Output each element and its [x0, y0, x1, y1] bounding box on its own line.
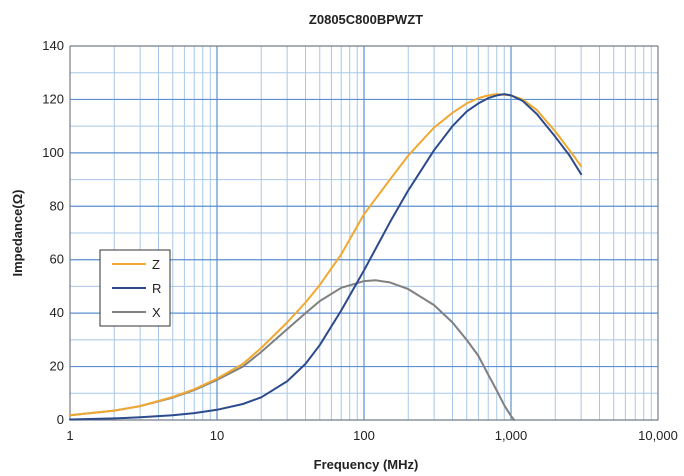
- x-tick-label: 1: [66, 428, 73, 443]
- y-tick-label: 140: [42, 38, 64, 53]
- x-tick-label: 10: [210, 428, 224, 443]
- legend-label-x: X: [152, 305, 161, 320]
- y-tick-label: 80: [50, 198, 64, 213]
- y-tick-label: 20: [50, 359, 64, 374]
- y-tick-label: 40: [50, 305, 64, 320]
- legend: ZRX: [100, 250, 170, 326]
- y-tick-label: 0: [57, 412, 64, 427]
- x-tick-label: 100: [353, 428, 375, 443]
- y-axis-title: Impedance(Ω): [10, 190, 25, 277]
- chart-title: Z0805C800BPWZT: [309, 12, 423, 27]
- x-axis-title: Frequency (MHz): [314, 457, 419, 472]
- x-tick-label: 10,000: [638, 428, 678, 443]
- legend-label-z: Z: [152, 257, 160, 272]
- y-tick-label: 120: [42, 91, 64, 106]
- y-tick-label: 100: [42, 145, 64, 160]
- y-tick-label: 60: [50, 252, 64, 267]
- legend-label-r: R: [152, 281, 161, 296]
- x-tick-label: 1,000: [495, 428, 528, 443]
